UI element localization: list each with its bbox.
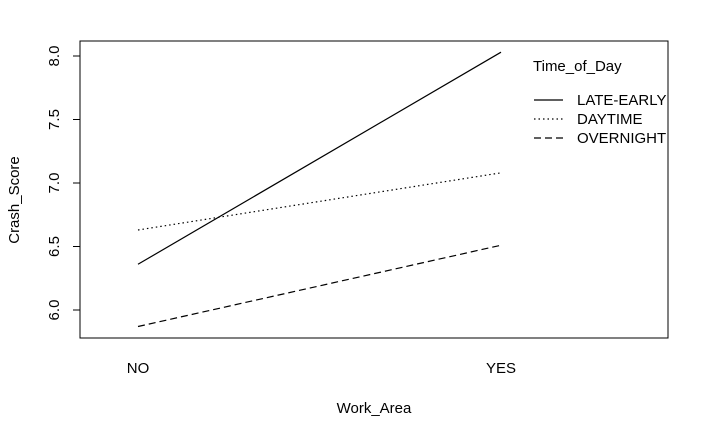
legend-label: DAYTIME (577, 111, 643, 128)
x-tick-label: NO (127, 360, 150, 377)
y-tick-label: 6.5 (46, 236, 63, 257)
x-axis-label: Work_Area (337, 400, 412, 417)
y-tick-label: 6.0 (46, 300, 63, 321)
x-tick-label: YES (486, 360, 516, 377)
legend: Time_of_Day LATE-EARLY DAYTIME OVERNIGHT (533, 58, 666, 147)
series-line-late-early (137, 51, 502, 265)
legend-label: OVERNIGHT (577, 130, 666, 147)
y-tick-label: 7.0 (46, 173, 63, 194)
legend-title: Time_of_Day (533, 58, 622, 75)
y-axis: 6.0 6.5 7.0 7.5 8.0 (46, 46, 80, 321)
y-axis-label: Crash_Score (6, 156, 23, 244)
x-axis: NO YES (127, 360, 516, 377)
y-tick-label: 7.5 (46, 109, 63, 130)
series-lines (137, 51, 502, 328)
y-tick-label: 8.0 (46, 46, 63, 67)
legend-label: LATE-EARLY (577, 92, 666, 109)
series-line-daytime (137, 172, 502, 231)
plot-frame (79, 40, 669, 339)
series-line-overnight (137, 244, 502, 328)
